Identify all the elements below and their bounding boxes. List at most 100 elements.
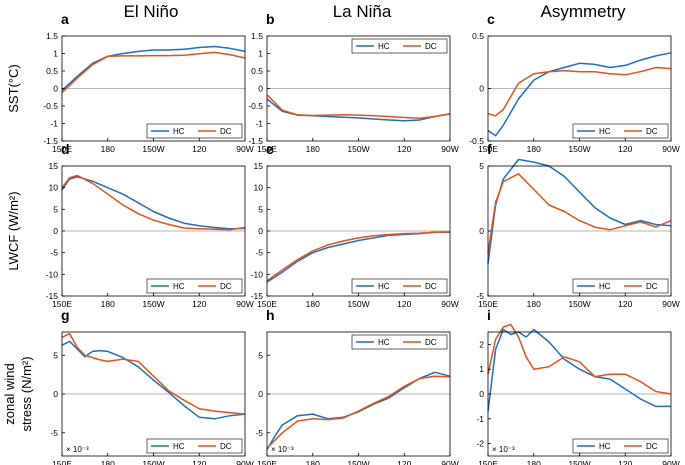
x-tick-label: 180 [527,144,541,154]
x-tick-label: 120 [618,144,632,154]
series-line-dc [487,323,672,395]
x-tick-label: 180 [306,299,320,309]
y-tick-label: 0 [258,84,263,94]
row-label-0-line-0: SST(°C) [6,64,21,113]
x-tick-label: 90W [662,144,679,154]
x-tick-label: 150E [257,299,277,309]
legend-label-dc: DC [646,442,658,451]
legend-label-hc: HC [378,42,390,51]
row-label-2-line-1: stress (N/m²) [19,356,34,431]
panel-c: -0.5 0 0.5 150E 180 150W 120 90W c HC DC [469,11,679,154]
x-tick-label: 120 [397,144,411,154]
y-tick-label: -0.5 [248,101,263,111]
row-label-0: SST(°C) [6,64,21,113]
y-tick-label: 0 [479,226,484,236]
x-tick-label: 120 [618,459,632,465]
panel-letter: d [61,141,70,157]
x-tick-label: 150W [142,144,164,154]
y-tick-label: 10 [49,183,59,193]
x-tick-label: 90W [236,299,253,309]
x-tick-label: 180 [101,144,115,154]
series-line-dc [266,94,451,120]
y-tick-label: 0 [53,226,58,236]
panel-b: -1.5 -1 -0.5 0 0.5 1 1.5 150E 180 150W 120 90W b HC DC [248,11,458,154]
series-line-dc [266,231,451,282]
panel-d: -15 -10 -5 0 5 10 15 150E 180 150W 120 90W d HC DC [46,141,254,309]
column-title-asymmetry: Asymmetry [541,2,627,21]
y-tick-label: -5 [476,291,484,301]
y-tick-label: 0.5 [472,31,484,41]
x-tick-label: 180 [101,299,115,309]
y-tick-label: 0 [479,84,484,94]
y-tick-label: -5 [255,248,263,258]
legend: HC DC [146,278,243,294]
legend-box [146,278,243,294]
y-tick-label: -1 [476,414,484,424]
x-tick-label: 120 [192,144,206,154]
column-titles: El Niño La Niña Asymmetry [124,2,626,21]
y-tick-label: 0.5 [46,66,58,76]
y-tick-label: 0.5 [251,66,263,76]
y-tick-label: -15 [251,291,264,301]
x-tick-label: 120 [192,299,206,309]
panel-letter: c [487,11,495,27]
series-line-dc [61,174,246,231]
x-tick-label: 150E [52,144,72,154]
legend-label-hc: HC [599,282,611,291]
y-tick-label: -5 [50,248,58,258]
y-tick-label: 0 [53,389,58,399]
x-tick-label: 120 [192,459,206,465]
legend-label-hc: HC [173,127,185,136]
x-tick-label: 90W [441,144,458,154]
panel-a: -1.5 -1 -0.5 0 0.5 1 1.5 150E 180 150W 120 90W a HC DC [43,11,253,154]
panel-i: -2 -1 0 1 2 150E 180 150W 120 90W i × 10⁻³ HC DC [476,307,679,465]
x-tick-label: 150W [568,459,590,465]
legend-label-dc: DC [425,282,437,291]
y-tick-label: 1 [53,49,58,59]
y-tick-label: -1.5 [43,136,58,146]
legend-label-dc: DC [220,127,232,136]
row-labels: SST(°C) LWCF (W/m²) zonal wind stress (N/m²… [2,64,34,431]
x-tick-label: 150E [478,144,498,154]
y-tick-label: 5 [53,204,58,214]
panel-h: -5 0 5 150E 180 150W 120 90W h × 10⁻³ HC DC [255,307,458,465]
panel-letter: i [487,307,491,323]
x-tick-label: 90W [236,459,253,465]
y-tick-label: 15 [254,161,264,171]
column-title-la-nina: La Niña [333,2,392,21]
series-line-hc [487,328,671,412]
legend: HC DC [572,438,669,454]
y-tick-label: -0.5 [43,101,58,111]
scale-note: × 10⁻³ [271,445,294,454]
series-line-hc [487,52,672,137]
y-tick-label: 1 [479,364,484,374]
legend: HC DC [146,438,243,454]
x-tick-label: 180 [101,459,115,465]
x-tick-label: 90W [441,299,458,309]
x-tick-label: 90W [236,144,253,154]
y-tick-label: 1 [258,49,263,59]
legend: HC DC [351,278,448,294]
x-tick-label: 150W [347,144,369,154]
legend-box [572,123,669,139]
y-tick-label: 0 [258,389,263,399]
scale-note: × 10⁻³ [66,445,89,454]
y-tick-label: 15 [49,161,59,171]
y-tick-label: 2 [479,339,484,349]
column-title-el-nino: El Niño [124,2,179,21]
series-line-dc [266,375,451,449]
y-tick-label: 5 [258,350,263,360]
legend-box [351,334,448,350]
x-tick-label: 150W [347,299,369,309]
y-tick-label: 1.5 [251,31,263,41]
y-tick-label: -2 [476,439,484,449]
y-tick-label: 5 [479,161,484,171]
panel-letter: b [266,11,275,27]
y-tick-label: 0 [53,84,58,94]
legend-box [146,123,243,139]
panel-letter: a [61,11,69,27]
legend-label-dc: DC [425,42,437,51]
x-tick-label: 180 [306,459,320,465]
legend-label-dc: DC [425,338,437,347]
legend-box [351,38,448,54]
